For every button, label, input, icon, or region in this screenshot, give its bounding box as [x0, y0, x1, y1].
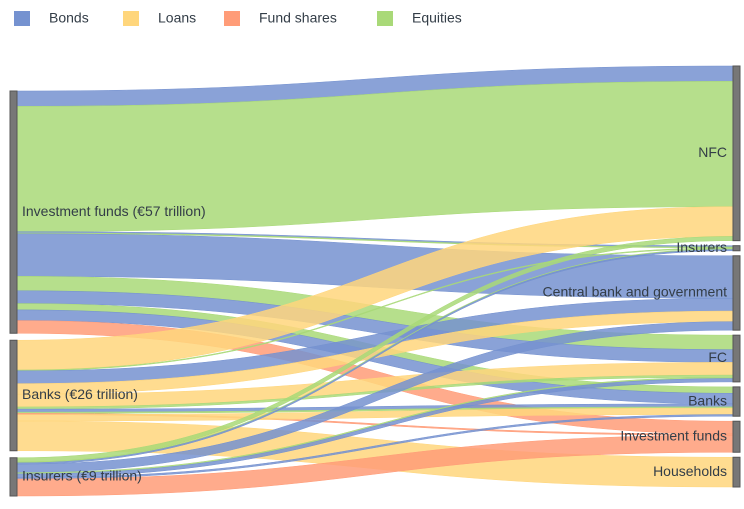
legend-swatch: [14, 11, 30, 26]
target-node: [732, 245, 741, 252]
target-node: [732, 456, 741, 488]
target-label: Banks: [688, 392, 727, 408]
target-node: [732, 65, 741, 242]
target-label: Households: [653, 463, 727, 479]
target-node: [732, 255, 741, 331]
source-label: Insurers (€9 trillion): [22, 468, 142, 484]
legend-swatch: [224, 11, 240, 26]
target-label: NFC: [698, 144, 727, 160]
source-node: [9, 457, 18, 497]
source-label: Banks (€26 trillion): [22, 386, 138, 402]
legend-label: Bonds: [49, 10, 89, 26]
source-label: Investment funds (€57 trillion): [22, 203, 206, 219]
target-label: Central bank and government: [543, 284, 728, 300]
legend-label: Fund shares: [259, 10, 337, 26]
target-label: FC: [708, 349, 727, 365]
target-label: Insurers: [676, 239, 727, 255]
legend-label: Equities: [412, 10, 462, 26]
target-label: Investment funds: [620, 427, 727, 443]
legend-swatch: [123, 11, 139, 26]
target-node: [732, 334, 741, 383]
target-node: [732, 386, 741, 417]
legend-label: Loans: [158, 10, 196, 26]
source-node: [9, 90, 18, 334]
source-node: [9, 339, 18, 452]
target-node: [732, 420, 741, 453]
legend-swatch: [377, 11, 393, 26]
